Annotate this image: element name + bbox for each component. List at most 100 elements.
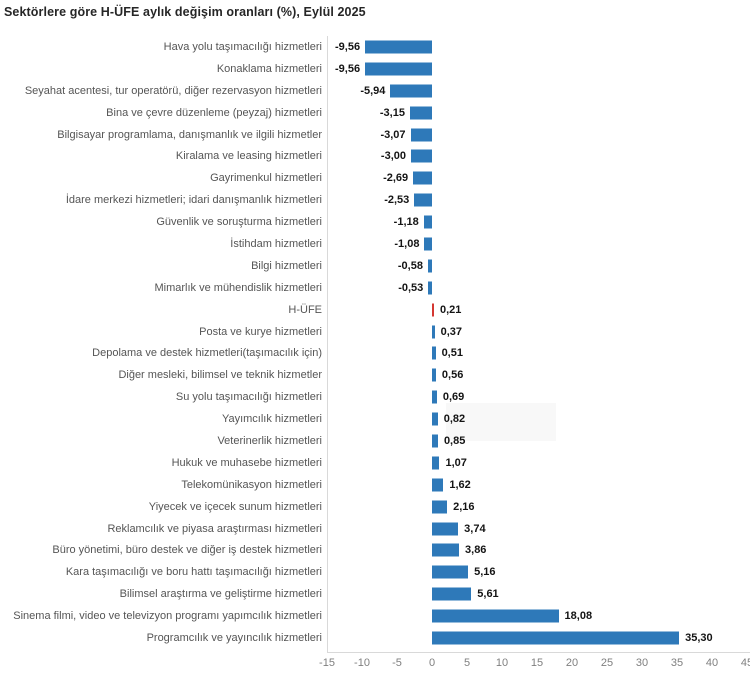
bar — [432, 412, 438, 426]
category-label: Kara taşımacılığı ve boru hattı taşımacı… — [65, 566, 322, 579]
category-label: Su yolu taşımacılığı hizmetleri — [175, 391, 322, 404]
category-label: Hava yolu taşımacılığı hizmetleri — [163, 40, 322, 53]
value-label: 35,30 — [685, 631, 713, 644]
category-label: Bilimsel araştırma ve geliştirme hizmetl… — [119, 588, 322, 601]
value-label: -3,15 — [379, 106, 405, 119]
chart-row: Posta ve kurye hizmetleri 0,37 — [0, 321, 750, 343]
x-axis-tick: 5 — [463, 657, 471, 669]
bottom-axis-line — [327, 652, 750, 653]
value-label: 0,69 — [442, 391, 465, 404]
value-label: 5,61 — [477, 588, 499, 601]
category-label: Kiralama ve leasing hizmetleri — [175, 150, 322, 163]
value-label: -3,00 — [380, 150, 406, 163]
category-label: Depolama ve destek hizmetleri(taşımacılı… — [92, 347, 322, 360]
category-label: Telekomünikasyon hizmetleri — [181, 478, 322, 491]
value-label: -3,07 — [380, 128, 406, 141]
bar — [432, 434, 438, 448]
chart-row: Yiyecek ve içecek sunum hizmetleri 2,16 — [0, 496, 750, 518]
x-axis-tick: 40 — [705, 657, 719, 669]
bar — [414, 193, 432, 207]
bar — [432, 609, 559, 623]
x-axis-tick: -15 — [319, 657, 335, 669]
chart-row: Kiralama ve leasing hizmetleri -3,00 — [0, 145, 750, 167]
value-label: -9,56 — [335, 62, 361, 75]
bar — [390, 84, 432, 98]
chart-row: Büro yönetimi, büro destek ve diğer iş d… — [0, 539, 750, 561]
category-label: Diğer mesleki, bilimsel ve teknik hizmet… — [118, 369, 322, 382]
x-axis-tick: 35 — [670, 657, 684, 669]
bar — [432, 478, 444, 492]
value-label: -2,53 — [384, 194, 410, 207]
value-label: 3,74 — [464, 522, 486, 535]
bar — [432, 325, 435, 339]
chart-row: Telekomünikasyon hizmetleri 1,62 — [0, 474, 750, 496]
bar — [432, 456, 440, 470]
value-label: -2,69 — [383, 172, 409, 185]
category-label: Mimarlık ve mühendislik hizmetleri — [154, 281, 323, 294]
chart-row: Gayrimenkul hizmetleri -2,69 — [0, 167, 750, 189]
category-label: İstihdam hizmetleri — [230, 237, 322, 250]
value-label: -0,53 — [398, 281, 424, 294]
value-label: -0,58 — [397, 259, 423, 272]
value-label: 0,21 — [440, 303, 462, 316]
left-axis-line — [327, 36, 328, 652]
bar — [410, 128, 432, 141]
chart-row: Bilgisayar programlama, danışmanlık ve i… — [0, 124, 750, 146]
value-label: 1,62 — [449, 478, 471, 491]
chart-title: Sektörlere göre H-ÜFE aylık değişim oran… — [4, 5, 366, 19]
category-label: Bilgi hizmetleri — [251, 259, 322, 272]
chart-row: Veterinerlik hizmetleri 0,85 — [0, 430, 750, 452]
chart-row: Programcılık ve yayıncılık hizmetleri 35… — [0, 627, 750, 649]
bar — [432, 303, 434, 317]
bar — [428, 281, 432, 295]
category-label: Programcılık ve yayıncılık hizmetleri — [146, 631, 322, 644]
bar — [432, 565, 469, 579]
value-label: -9,56 — [335, 40, 361, 53]
bar — [432, 500, 448, 514]
chart-row: Depolama ve destek hizmetleri(taşımacılı… — [0, 342, 750, 364]
category-label: Büro yönetimi, büro destek ve diğer iş d… — [52, 544, 322, 557]
chart-row: Bina ve çevre düzenleme (peyzaj) hizmetl… — [0, 102, 750, 124]
bar — [432, 346, 436, 360]
category-label: İdare merkezi hizmetleri; idari danışman… — [65, 194, 322, 207]
chart-row: İdare merkezi hizmetleri; idari danışman… — [0, 189, 750, 211]
chart-row: Hava yolu taşımacılığı hizmetleri -9,56 — [0, 36, 750, 58]
bar — [432, 390, 437, 404]
chart-row: Güvenlik ve soruşturma hizmetleri -1,18 — [0, 211, 750, 233]
bar — [432, 631, 680, 645]
chart-row: İstihdam hizmetleri -1,08 — [0, 233, 750, 255]
value-label: 1,07 — [445, 456, 467, 469]
category-label: Seyahat acentesi, tur operatörü, diğer r… — [24, 84, 322, 97]
bar — [409, 106, 432, 120]
bar — [432, 368, 436, 382]
x-axis-tick: 10 — [495, 657, 509, 669]
bar — [423, 215, 432, 229]
bar — [413, 171, 432, 185]
bar — [365, 62, 432, 76]
value-label: 3,86 — [465, 544, 487, 557]
chart-row: Su yolu taşımacılığı hizmetleri 0,69 — [0, 386, 750, 408]
chart-row: Sinema filmi, video ve televizyon progra… — [0, 605, 750, 627]
chart-row: Mimarlık ve mühendislik hizmetleri -0,53 — [0, 277, 750, 299]
value-label: -5,94 — [360, 84, 386, 97]
bar — [427, 259, 432, 273]
category-label: Konaklama hizmetleri — [216, 62, 322, 75]
value-label: 18,08 — [564, 610, 593, 623]
x-axis-tick: 0 — [428, 657, 436, 669]
category-label: Posta ve kurye hizmetleri — [199, 325, 322, 338]
category-label: Yiyecek ve içecek sunum hizmetleri — [148, 500, 322, 513]
bar — [424, 237, 432, 251]
chart-row: Diğer mesleki, bilimsel ve teknik hizmet… — [0, 364, 750, 386]
value-label: 2,16 — [453, 500, 475, 513]
chart-row: Kara taşımacılığı ve boru hattı taşımacı… — [0, 561, 750, 583]
x-axis-tick: 25 — [600, 657, 614, 669]
x-axis-tick: 20 — [565, 657, 579, 669]
value-label: 0,56 — [441, 369, 464, 382]
category-label: Veterinerlik hizmetleri — [217, 434, 322, 447]
chart-row: Konaklama hizmetleri -9,56 — [0, 58, 750, 80]
value-label: 0,51 — [441, 347, 463, 360]
faint-highlight-region — [446, 403, 556, 441]
chart-row: Bilgi hizmetleri -0,58 — [0, 255, 750, 277]
chart-row: Seyahat acentesi, tur operatörü, diğer r… — [0, 80, 750, 102]
category-label: Gayrimenkul hizmetleri — [210, 172, 322, 185]
